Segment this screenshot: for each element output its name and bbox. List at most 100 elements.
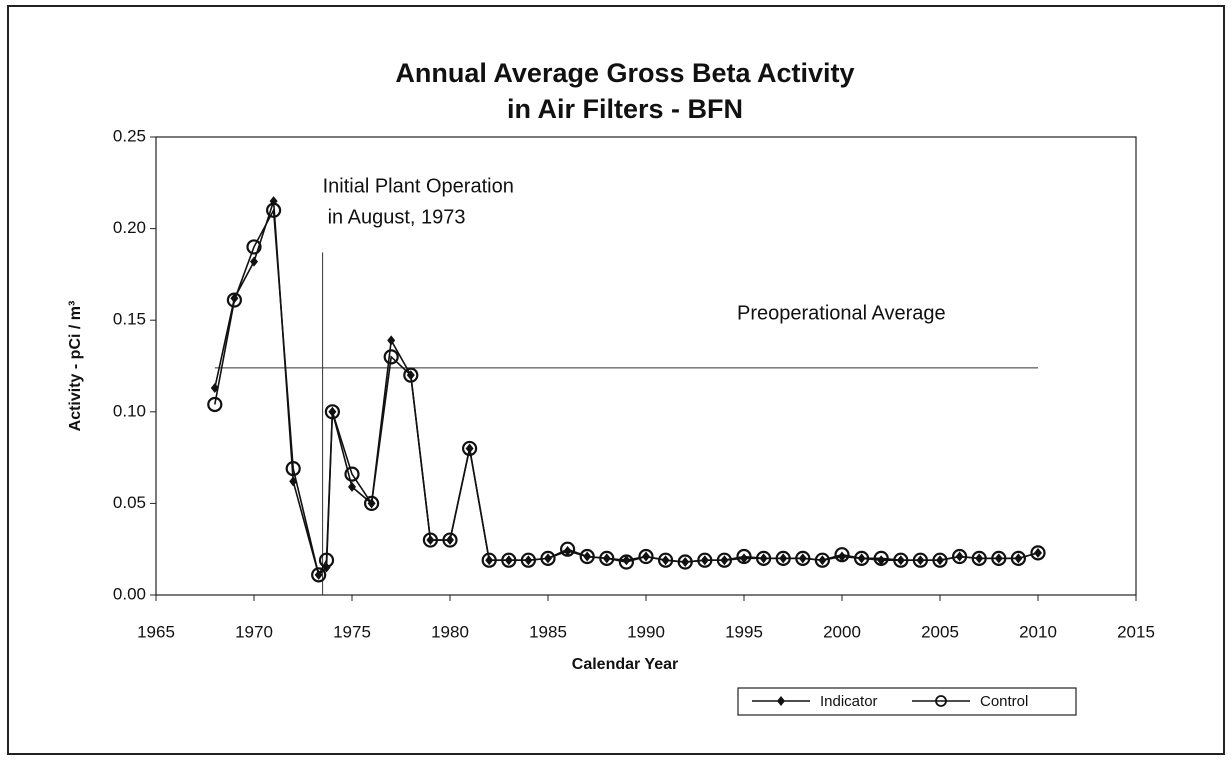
- legend-label: Indicator: [820, 693, 878, 710]
- chart-title: in Air Filters - BFN: [507, 94, 743, 124]
- marker-circle: [442, 532, 458, 548]
- reference-label: Preoperational Average: [737, 302, 946, 324]
- marker-circle: [951, 548, 968, 565]
- marker-diamond: [465, 443, 474, 454]
- marker-diamond: [563, 546, 572, 557]
- marker-circle: [814, 552, 831, 568]
- x-tick-label: 1965: [137, 622, 175, 641]
- marker-circle: [775, 550, 791, 566]
- marker-diamond: [896, 555, 905, 566]
- y-axis-label: Activity - pCi / m³: [67, 301, 84, 432]
- marker-circle: [971, 550, 987, 566]
- marker-circle: [1030, 545, 1046, 561]
- y-tick-label: 0.20: [113, 218, 146, 237]
- marker-diamond: [877, 555, 886, 566]
- marker-circle: [422, 532, 438, 548]
- marker-diamond: [681, 557, 690, 568]
- y-tick-label: 0.05: [113, 493, 146, 512]
- event-label: Initial Plant Operation: [323, 175, 514, 197]
- marker-diamond: [622, 555, 631, 566]
- marker-circle: [853, 550, 870, 566]
- marker-circle: [697, 552, 713, 568]
- marker-circle: [912, 552, 929, 568]
- x-tick-label: 2000: [823, 622, 861, 641]
- marker-circle: [599, 550, 615, 566]
- marker-circle: [481, 552, 497, 568]
- marker-diamond: [583, 551, 592, 562]
- marker-circle: [246, 239, 262, 255]
- marker-diamond: [994, 553, 1003, 564]
- frame: [7, 5, 1225, 755]
- marker-diamond: [1034, 547, 1042, 558]
- x-tick-label: 1990: [627, 622, 665, 641]
- marker-diamond: [740, 553, 748, 564]
- marker-circle: [932, 552, 948, 568]
- marker-diamond: [269, 196, 278, 207]
- marker-circle: [364, 495, 380, 511]
- marker-diamond: [210, 382, 219, 393]
- marker-diamond: [818, 555, 827, 566]
- marker-diamond: [348, 481, 356, 492]
- marker-diamond: [504, 555, 513, 566]
- marker-diamond: [759, 553, 768, 564]
- marker-diamond: [936, 555, 944, 566]
- marker-diamond: [314, 569, 323, 580]
- legend-label: Control: [980, 693, 1028, 710]
- marker-circle: [657, 552, 674, 568]
- marker-circle: [324, 404, 340, 420]
- marker-diamond: [485, 555, 494, 566]
- marker-diamond: [975, 553, 984, 564]
- y-tick-label: 0.00: [113, 584, 146, 603]
- marker-circle: [540, 550, 556, 566]
- x-tick-label: 1970: [235, 622, 273, 641]
- marker-circle: [520, 552, 537, 568]
- marker-circle: [311, 567, 327, 583]
- marker-diamond: [661, 555, 670, 566]
- marker-diamond: [838, 551, 846, 562]
- plot-area: [155, 136, 1137, 596]
- x-tick-label: 1995: [725, 622, 763, 641]
- marker-circle: [285, 460, 301, 477]
- marker-diamond: [700, 555, 709, 566]
- marker-circle: [795, 550, 811, 566]
- marker-circle: [991, 550, 1007, 566]
- marker-diamond: [328, 406, 337, 417]
- marker-circle: [462, 440, 478, 457]
- marker-circle: [893, 552, 909, 568]
- y-tick-label: 0.25: [113, 126, 146, 145]
- marker-diamond: [406, 370, 415, 381]
- marker-diamond: [777, 696, 785, 706]
- marker-circle: [755, 550, 772, 566]
- marker-circle: [677, 554, 693, 570]
- marker-diamond: [602, 553, 611, 564]
- marker-diamond: [446, 535, 454, 546]
- chart-title: Annual Average Gross Beta Activity: [395, 58, 854, 88]
- event-label: in August, 1973: [328, 206, 466, 228]
- y-tick-label: 0.10: [113, 401, 146, 420]
- marker-diamond: [250, 256, 258, 267]
- x-tick-label: 2005: [921, 622, 959, 641]
- marker-circle: [935, 695, 947, 707]
- marker-circle: [501, 552, 517, 568]
- marker-diamond: [779, 553, 788, 564]
- x-axis-label: Calendar Year: [572, 656, 678, 673]
- marker-diamond: [544, 553, 552, 564]
- marker-diamond: [230, 293, 239, 304]
- marker-circle: [403, 367, 419, 383]
- marker-diamond: [916, 555, 925, 566]
- marker-circle: [344, 466, 360, 482]
- marker-diamond: [367, 498, 376, 509]
- x-tick-label: 2010: [1019, 622, 1057, 641]
- x-tick-label: 2015: [1117, 622, 1155, 641]
- series-line: [214, 207, 1039, 578]
- x-tick-label: 1985: [529, 622, 567, 641]
- marker-circle: [579, 548, 595, 565]
- marker-diamond: [322, 562, 331, 573]
- marker-circle: [1010, 550, 1027, 566]
- marker-diamond: [524, 555, 533, 566]
- marker-circle: [716, 552, 733, 568]
- marker-diamond: [955, 551, 964, 562]
- y-tick-label: 0.15: [113, 310, 146, 329]
- marker-diamond: [857, 553, 866, 564]
